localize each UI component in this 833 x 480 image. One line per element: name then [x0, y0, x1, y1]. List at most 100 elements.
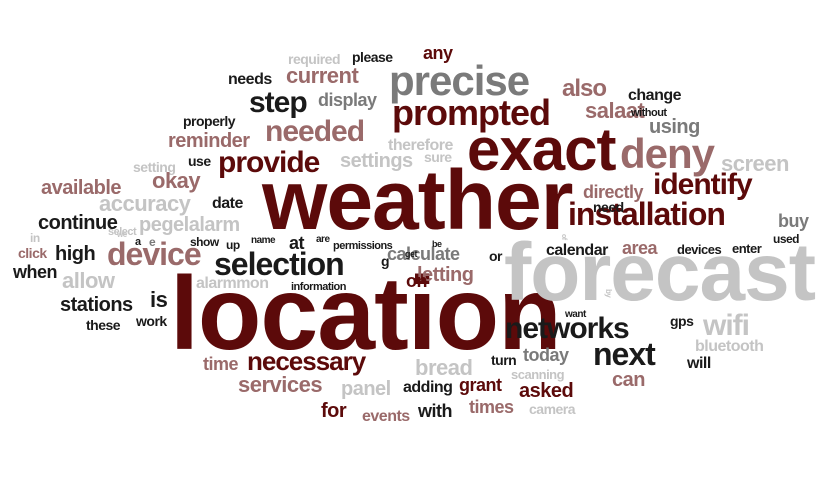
word-directly: directly [583, 182, 644, 202]
word-show: show [190, 235, 219, 249]
word-settings: settings [340, 150, 413, 172]
word-please: please [352, 49, 393, 65]
word-by: by [604, 289, 613, 298]
word-allow: allow [62, 268, 115, 293]
word-selection: selection [214, 246, 345, 282]
word-date: date [212, 195, 243, 212]
word-deny: deny [620, 130, 715, 177]
word-on: on [406, 271, 428, 291]
word-will: will [687, 355, 711, 372]
word-is: is [150, 287, 168, 312]
word-any: any [423, 43, 453, 63]
word-can: can [612, 369, 645, 391]
word-information: information [291, 281, 347, 293]
word-adding: adding [403, 379, 453, 396]
word-are: are [316, 234, 330, 245]
word-okay: okay [152, 168, 201, 193]
word-using: using [649, 116, 700, 138]
word-panel: panel [341, 378, 391, 400]
word-step: step [249, 86, 308, 119]
word-needs: needs [228, 71, 272, 88]
word-scanning: scanning [511, 367, 565, 382]
word-reminder: reminder [168, 130, 250, 152]
word-prompted: prompted [392, 92, 551, 133]
word-required: required [288, 51, 341, 67]
word-use: use [188, 153, 211, 169]
word-of: of [560, 234, 567, 240]
word-device: device [107, 236, 202, 272]
word-salaat: salaat [585, 98, 645, 123]
word-today: today [523, 345, 569, 365]
word-bread: bread [415, 355, 473, 380]
word-pegelalarm: pegelalarm [139, 214, 240, 236]
word-also: also [562, 75, 607, 102]
word-current: current [286, 63, 359, 88]
word-work: work [136, 313, 167, 329]
word-for: for [321, 400, 347, 422]
word-networks: networks [505, 312, 630, 345]
word-a: a [135, 236, 141, 248]
word-get: get [405, 249, 418, 259]
word-exact: exact [467, 116, 616, 183]
word-asked: asked [519, 380, 574, 402]
word-stations: stations [60, 294, 133, 316]
word-screen: screen [721, 151, 789, 176]
word-buy: buy [778, 211, 809, 231]
word-up: up [226, 238, 240, 252]
word-forecast: forecast [504, 227, 816, 318]
word-display: display [318, 90, 377, 110]
word-alarmmon: alarmmon [196, 275, 269, 292]
word-services: services [238, 372, 323, 397]
word-without: without [631, 107, 667, 119]
word-calculate: calculate [387, 244, 460, 264]
word-installation: installation [568, 196, 726, 232]
word-calendar: calendar [546, 242, 608, 259]
word-in: in [30, 231, 40, 245]
word-name: name [251, 235, 276, 246]
word-click: click [18, 245, 47, 261]
word-time: time [203, 354, 239, 374]
word-setting: setting [133, 159, 176, 175]
word-identify: identify [653, 168, 753, 201]
word-times: times [469, 397, 514, 417]
word-at: at [289, 233, 305, 253]
word-events: events [362, 408, 410, 425]
word-provide: provide [218, 146, 320, 179]
word-properly: properly [183, 113, 236, 129]
word-turn: turn [491, 352, 517, 368]
word-letting: letting [417, 264, 474, 286]
word-available: available [41, 177, 122, 199]
word-permissions: permissions [333, 240, 393, 252]
word-next: next [593, 336, 656, 372]
word-select: select [108, 226, 137, 238]
word-be: be [432, 239, 442, 249]
word-continue: continue [38, 212, 118, 234]
word-when: when [13, 262, 58, 282]
word-enter: enter [732, 241, 762, 256]
word-bluetooth: bluetooth [695, 338, 764, 355]
word-grant: grant [459, 375, 502, 395]
word-devices: devices [677, 242, 722, 257]
word-high: high [55, 243, 96, 265]
word-wifi: wifi [703, 309, 750, 342]
word-g: g [381, 253, 390, 269]
word-gps: gps [670, 313, 694, 329]
word-these: these [86, 317, 121, 333]
word-location: location [170, 256, 562, 372]
word-used: used [773, 232, 800, 246]
word-camera: camera [529, 401, 576, 417]
word-change: change [628, 87, 682, 104]
word-area: area [622, 238, 658, 258]
word-with: with [418, 401, 453, 421]
word-e: e [149, 235, 156, 249]
word-needed: needed [265, 115, 365, 148]
word-necessary: necessary [247, 346, 366, 376]
word-sure: sure [424, 149, 452, 165]
word-we: we [117, 230, 127, 239]
word-need: need [593, 199, 624, 215]
word-therefore: therefore [388, 137, 453, 154]
word-want: want [565, 309, 586, 320]
word-accuracy: accuracy [99, 191, 191, 216]
word-precise: precise [389, 57, 530, 104]
